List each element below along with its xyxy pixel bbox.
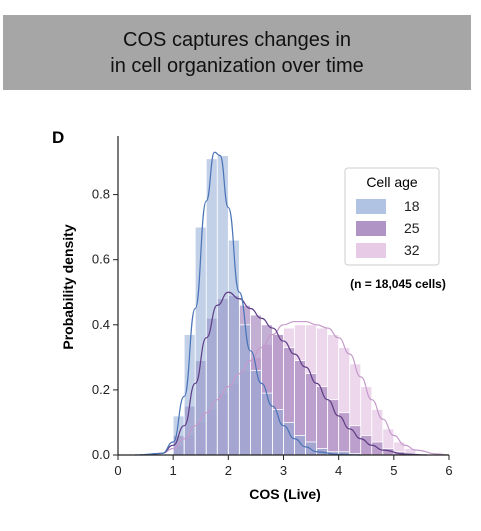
bar-series-25 [349,425,362,456]
y-tick-label: 0.8 [92,187,110,202]
header-line-2: in cell organization over time [110,54,364,77]
x-axis-label: COS (Live) [249,486,321,502]
bar-series-18 [305,441,318,456]
bar-series-25 [371,441,384,456]
y-tick-label: 0.0 [92,447,110,462]
bar-series-25 [338,412,351,456]
legend-label-32: 32 [404,242,420,258]
x-tick-label: 3 [280,463,287,478]
y-tick-label: 0.4 [92,317,110,332]
legend-swatch-32 [356,243,386,258]
axes: 0 1 2 3 4 5 6 0.0 0.2 0.4 0.6 0.8 [92,136,453,478]
bar-series-18 [238,324,251,456]
kde-line-18 [134,151,361,456]
legend: Cell age 18 25 32 [344,167,440,266]
legend-box [344,167,440,266]
legend-swatch-25 [356,221,386,236]
bar-series-18 [294,435,306,456]
bar-series-25 [316,386,329,456]
x-tick-label: 1 [170,463,177,478]
legend-swatch-18 [356,199,386,214]
bar-series-18 [227,239,240,456]
panel-label: D [52,128,65,147]
y-axis-label: Probability density [60,224,76,349]
x-tick-label: 0 [114,463,121,478]
sample-size-annotation: (n = 18,045 cells) [350,277,446,291]
x-tick-label: 4 [335,463,342,478]
legend-label-25: 25 [404,220,420,236]
header-banner: COS captures changes in in cell organiza… [3,15,471,90]
kde-lines [134,151,450,456]
y-tick-label: 0.2 [92,382,110,397]
bar-series-18 [261,392,273,456]
kde-line-32 [145,320,450,456]
legend-label-18: 18 [404,198,420,214]
kde-line-25 [140,291,427,456]
header-line-1: COS captures changes in [123,28,351,51]
x-tick-label: 5 [390,463,397,478]
legend-title: Cell age [366,174,418,190]
x-tick-label: 6 [445,463,452,478]
y-tick-label: 0.6 [92,252,110,267]
x-tick-label: 2 [225,463,232,478]
